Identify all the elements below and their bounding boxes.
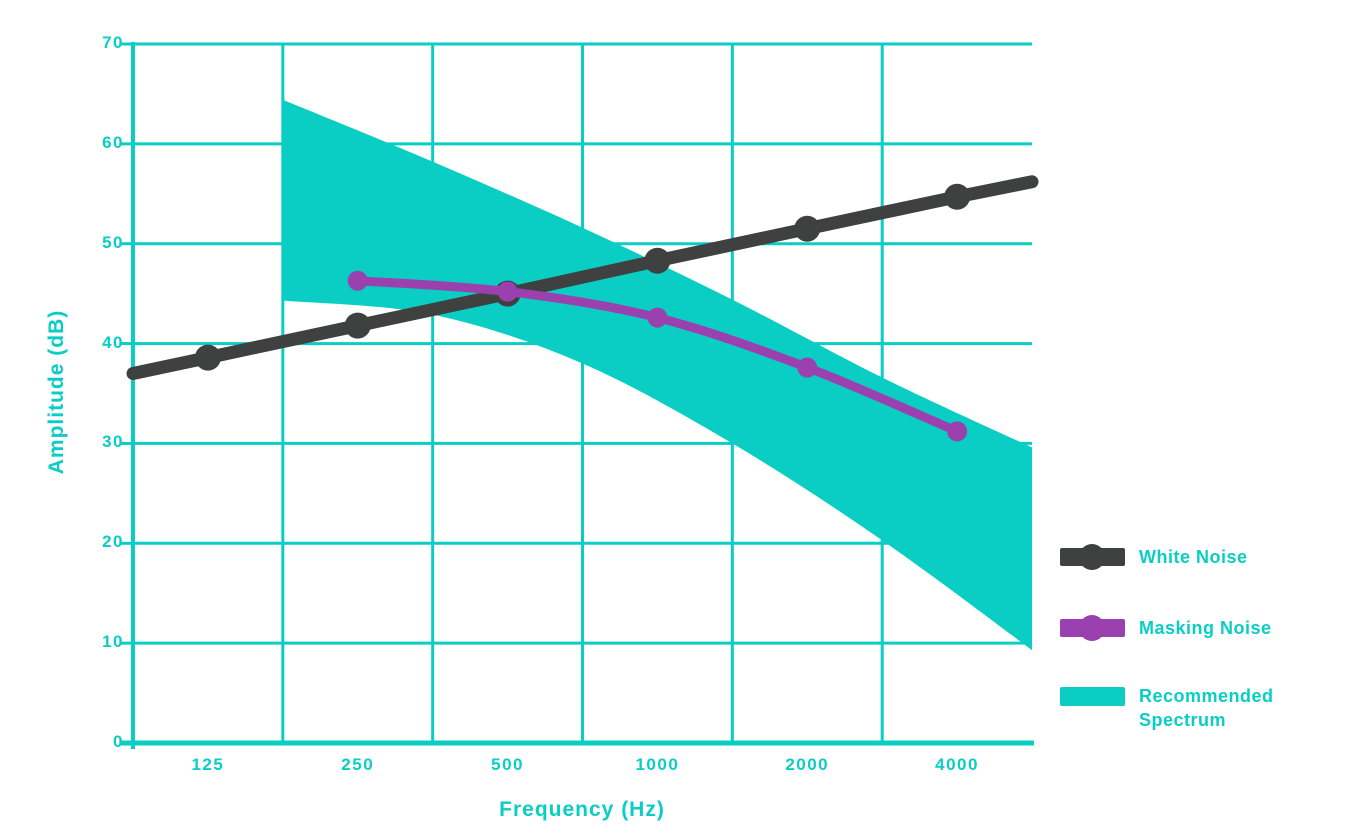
- legend-item-white-noise: White Noise: [1060, 544, 1248, 570]
- x-tick-label: 500: [491, 755, 524, 774]
- legend-item-masking-noise: Masking Noise: [1060, 615, 1272, 641]
- recommended-spectrum-band: [283, 99, 1033, 651]
- legend-label-recommended-spectrum: Recommended Spectrum: [1139, 686, 1274, 730]
- axes: [121, 42, 1034, 749]
- x-axis-title: Frequency (Hz): [499, 798, 665, 821]
- legend-label-masking-noise: Masking Noise: [1139, 618, 1272, 638]
- masking-noise-line-swatch-icon: [1060, 615, 1125, 641]
- white-noise-line: [126, 175, 1039, 380]
- legend-label-white-noise: White Noise: [1139, 547, 1248, 567]
- recommended-spectrum-band-swatch-icon: [1060, 687, 1125, 706]
- y-tick-label: 70: [102, 33, 124, 52]
- legend-item-recommended-spectrum: Recommended Spectrum: [1060, 686, 1309, 732]
- x-tick-label: 250: [341, 755, 375, 774]
- y-tick-label: 10: [102, 632, 124, 652]
- y-tick-label: 20: [102, 532, 124, 552]
- y-tick-label: 50: [102, 232, 124, 252]
- white-noise-line-swatch-icon: [1060, 544, 1125, 570]
- x-tick-label: 4000: [935, 755, 979, 774]
- x-tick-label: 125: [191, 755, 225, 774]
- legend: White Noise Masking Noise Recommended Sp…: [1060, 0, 1346, 836]
- y-tick-label: 0: [113, 732, 124, 751]
- masking-noise-points: [347, 270, 968, 442]
- y-tick-label: 30: [102, 432, 124, 452]
- x-tick-label: 2000: [785, 755, 830, 774]
- x-tick-label: 1000: [635, 755, 680, 774]
- y-tick-label: 60: [102, 132, 124, 152]
- y-tick-label: 40: [102, 332, 124, 352]
